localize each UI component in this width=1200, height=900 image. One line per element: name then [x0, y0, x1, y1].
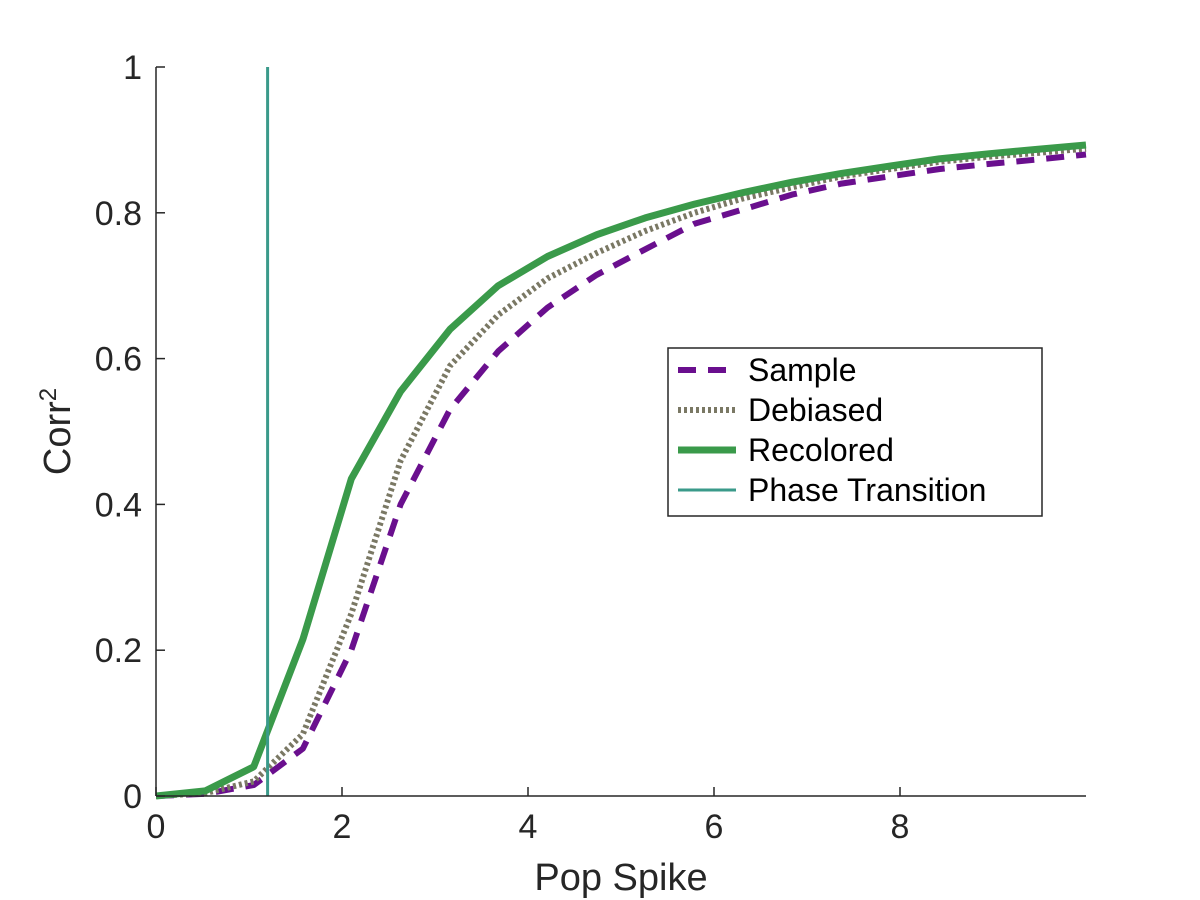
y-tick-label: 0 — [123, 778, 142, 816]
plot-layer — [155, 67, 1087, 800]
legend-label-recolored: Recolored — [748, 432, 894, 468]
x-axis-label: Pop Spike — [534, 857, 707, 899]
x-tick-label: 0 — [147, 808, 166, 846]
x-tick-label: 6 — [705, 808, 724, 846]
y-tick-label: 0.6 — [95, 341, 142, 379]
legend-label-phase-transition: Phase Transition — [748, 472, 986, 508]
y-tick-label: 0.2 — [95, 632, 142, 670]
series-line-sample — [155, 151, 1087, 799]
y-tick-label: 1 — [123, 49, 142, 87]
legend: Sample Debiased Recolored Phase Transition — [667, 347, 1043, 517]
x-tick-label: 4 — [519, 808, 538, 846]
legend-label-sample: Sample — [748, 352, 857, 388]
y-axis-label: Corr2 — [35, 388, 79, 475]
x-tick-label: 8 — [891, 808, 910, 846]
x-tick-label: 2 — [333, 808, 352, 846]
axes-layer: 0 2 4 6 8 0 0.2 0.4 0.6 0.8 1 Pop Spike Corr2 — [35, 49, 1086, 899]
y-tick-label: 0.8 — [95, 195, 142, 233]
y-tick-label: 0.4 — [95, 486, 142, 524]
series-line-recolored — [155, 141, 1087, 800]
legend-box — [667, 347, 1043, 517]
legend-label-debiased: Debiased — [748, 392, 883, 428]
